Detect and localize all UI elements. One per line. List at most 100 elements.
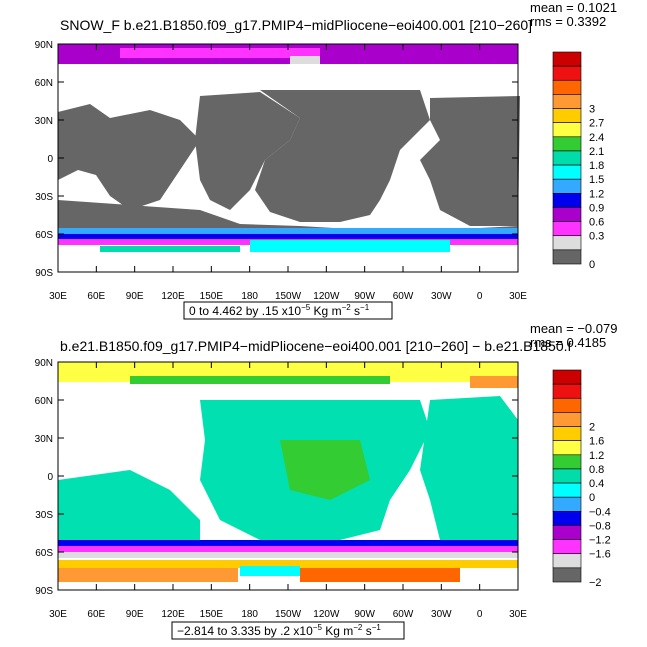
bottom-colorbar-cell [552,369,582,385]
bottom-colorbar-cell [552,468,582,484]
bottom-colorbar-cell [552,496,582,512]
bottom-lat-label: 90S [35,586,53,597]
bottom-lon-label: 120W [313,609,340,620]
bottom-lat-label: 30N [35,434,53,445]
bottom-lon-label: 0 [477,609,483,620]
bottom-lat-label: 90N [35,358,53,369]
top-lon-label: 180 [241,291,258,302]
top-range-main: 0 to 4.462 by .15 x10 [189,304,301,318]
bottom-colorbar-cell [552,553,582,569]
bottom-range-units-exp: −2 [353,623,363,632]
bottom-lon-label: 90W [354,609,375,620]
bottom-panel: b.e21.B1850.f09_g17.PMIP4−midPliocene−eo… [35,321,617,640]
top-colorbar-label: 2.4 [589,132,604,144]
bottom-colorbar-cell [552,397,582,413]
top-range-text: 0 to 4.462 by .15 x10−5 Kg m−2 s−1 [189,303,370,318]
top-colorbar-cell [552,249,582,265]
bottom-colorbar: 2 1.6 1.2 0.8 0.4 0 −0.4 −0.8 −1.2 −1.6 −2 [552,369,611,589]
top-lon-axis: 30E 60E 90E 120E 150E 180 150W 120W 90W 60W 30W 0 30… [49,44,527,302]
bottom-colorbar-label: 0.8 [589,464,604,476]
bottom-antarctic-orange [58,568,238,582]
top-land-eurasia-africa [58,104,200,210]
top-colorbar-cell [552,207,582,222]
top-colorbar-label: 1.2 [589,188,604,200]
top-colorbar-label: 2.1 [589,146,604,158]
top-panel: SNOW_F b.e21.B1850.f09_g17.PMIP4−midPlio… [35,0,617,320]
top-lon-label: 150E [200,291,224,302]
top-colorbar-label: 2.7 [589,118,604,130]
bottom-range-units-tail: s [362,624,371,638]
top-land-pacific-ocean [255,90,430,222]
bottom-lat-label: 30S [35,510,53,521]
bottom-colorbar-label: 2 [589,422,595,434]
bottom-lon-label: 30W [431,609,452,620]
bottom-colorbar-label: −1.2 [589,535,611,547]
bottom-colorbar-label: −2 [589,577,602,589]
bottom-colorbar-label: −0.8 [589,520,611,532]
bottom-range-units: Kg m [322,624,353,638]
top-lon-label: 90E [126,291,144,302]
top-land-south-ocean [58,200,518,232]
top-lat-label: 60S [35,230,53,241]
bottom-south-band-3 [58,552,518,558]
bottom-colorbar-label: 1.6 [589,436,604,448]
top-colorbar-cell [552,164,582,180]
top-lon-label: 30E [49,291,67,302]
top-lon-label: 60E [87,291,105,302]
top-colorbar-cell [552,235,582,251]
top-colorbar: 3 2.7 2.4 2.1 1.8 1.5 1.2 0.9 0.6 0.3 0 [552,51,604,271]
top-lat-label: 60N [35,78,53,89]
bottom-lon-label: 150E [200,609,224,620]
top-colorbar-label: 0.3 [589,231,604,243]
top-colorbar-cell [552,108,582,123]
top-lat-label: 30N [35,116,53,127]
bottom-south-band-2 [58,546,518,552]
top-range-units-exp: −2 [342,303,352,312]
top-colorbar-label: 0.6 [589,217,604,229]
top-lat-label: 90S [35,268,53,279]
bottom-lat-axis: 90N 60N 30N 0 30S 60S 90S [35,358,518,597]
top-range-box: 0 to 4.462 by .15 x10−5 Kg m−2 s−1 [183,301,393,320]
bottom-lat-label: 0 [47,472,53,483]
bottom-colorbar-label: 1.2 [589,450,604,462]
bottom-lat-label: 60S [35,548,53,559]
top-colorbar-cell [552,79,582,95]
top-colorbar-cell [552,178,582,194]
bottom-title: b.e21.B1850.f09_g17.PMIP4−midPliocene−eo… [60,338,572,354]
bottom-range-text: −2.814 to 3.335 by .2 x10−5 Kg m−2 s−1 [177,623,381,638]
bottom-map [57,361,519,591]
top-colorbar-label: 3 [589,104,595,116]
bottom-range-main: −2.814 to 3.335 by .2 x10 [177,624,313,638]
bottom-colorbar-cell [552,511,582,526]
bottom-lon-label: 90E [126,609,144,620]
top-arctic-grey [290,56,320,64]
bottom-antarctic-yellow [58,560,518,568]
top-lon-label: 30W [431,291,452,302]
bottom-colorbar-cell [552,539,582,555]
top-colorbar-cell [552,221,582,237]
top-lon-label: 90W [354,291,375,302]
bottom-ocean-atlantic [420,396,518,540]
bottom-ocean-indian [58,470,200,540]
bottom-lon-label: 120E [161,609,185,620]
top-lat-label: 90N [35,40,53,51]
bottom-lon-axis: 30E 60E 90E 120E 150E 180 150W 120W 90W 60W 30W 0 30… [49,362,527,620]
top-lon-label: 150W [275,291,302,302]
bottom-range-exp: −5 [313,623,323,632]
top-mean: mean = 0.1021 [530,0,617,15]
top-colorbar-cell [552,150,582,166]
top-lon-label: 0 [477,291,483,302]
bottom-colorbar-cell [552,383,582,399]
bottom-lon-label: 30E [49,609,67,620]
bottom-south-band-1 [58,540,518,546]
bottom-colorbar-label: −1.6 [589,549,611,561]
top-range-exp: −5 [301,303,311,312]
bottom-colorbar-label: 0.4 [589,478,604,490]
top-colorbar-label: 1.5 [589,174,604,186]
top-antarctic-band-1 [58,228,518,234]
top-range-frame [183,301,393,320]
top-antarctic-band-5 [100,246,240,252]
bottom-lon-label: 60W [393,609,414,620]
top-colorbar-label: 0.9 [589,202,604,214]
